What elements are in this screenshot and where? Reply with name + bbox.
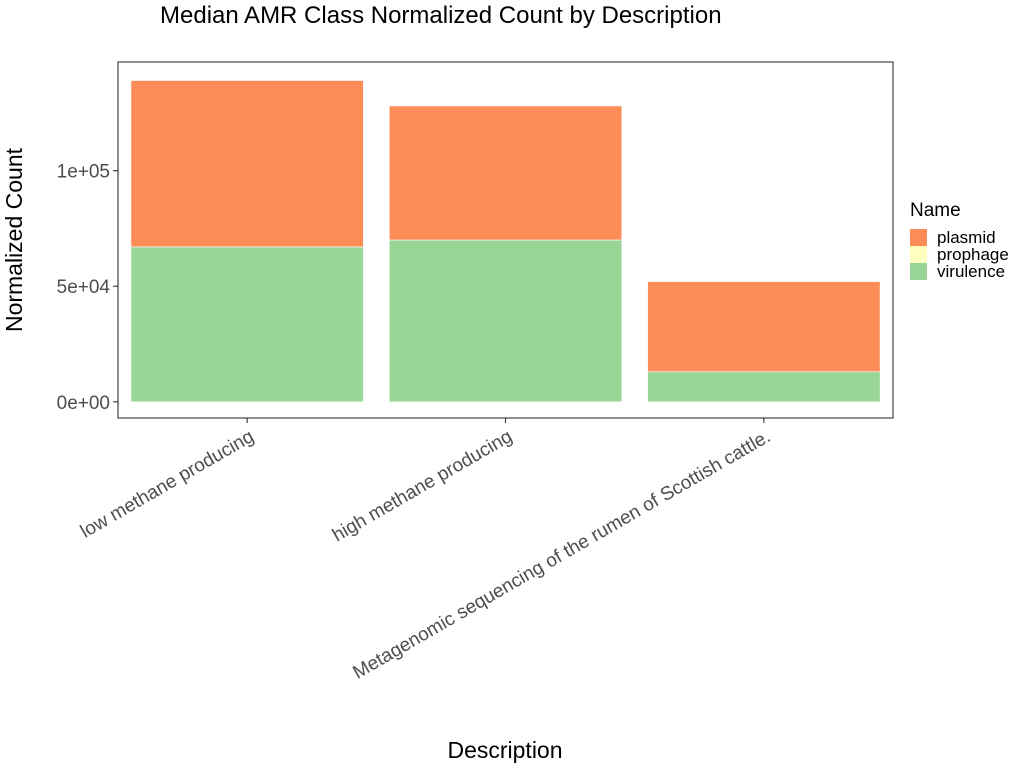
y-tick-label: 0e+00 <box>57 393 110 414</box>
bar-plasmid-2 <box>388 105 623 241</box>
bar-virulence-2 <box>388 239 623 403</box>
x-tick-label: Metagenomic sequencing of the rumen of S… <box>349 426 774 683</box>
bar-virulence-3 <box>647 371 881 403</box>
legend-label-prophage: prophage <box>937 245 1009 264</box>
y-tick-label: 1e+05 <box>57 162 110 183</box>
chart-title: Median AMR Class Normalized Count by Des… <box>160 2 722 29</box>
legend-title: Name <box>910 200 961 221</box>
legend-label-plasmid: plasmid <box>937 228 996 247</box>
bar-plasmid-1 <box>130 80 364 248</box>
legend-swatch-plasmid <box>910 229 927 246</box>
y-tick-label: 5e+04 <box>57 277 111 298</box>
y-axis-title: Normalized Count <box>1 147 27 332</box>
bar-plasmid-3 <box>647 281 881 373</box>
x-axis-title: Description <box>447 737 562 763</box>
plot-area: 0e+00 5e+04 1e+05 low methane producing high… <box>57 61 894 684</box>
bar-virulence-1 <box>130 246 364 403</box>
x-tick-label: low methane producing <box>77 426 258 542</box>
legend-swatch-virulence <box>910 263 927 280</box>
legend-label-virulence: virulence <box>937 262 1005 281</box>
x-tick-label: high methane producing <box>329 426 516 546</box>
legend-swatch-prophage <box>910 246 927 263</box>
